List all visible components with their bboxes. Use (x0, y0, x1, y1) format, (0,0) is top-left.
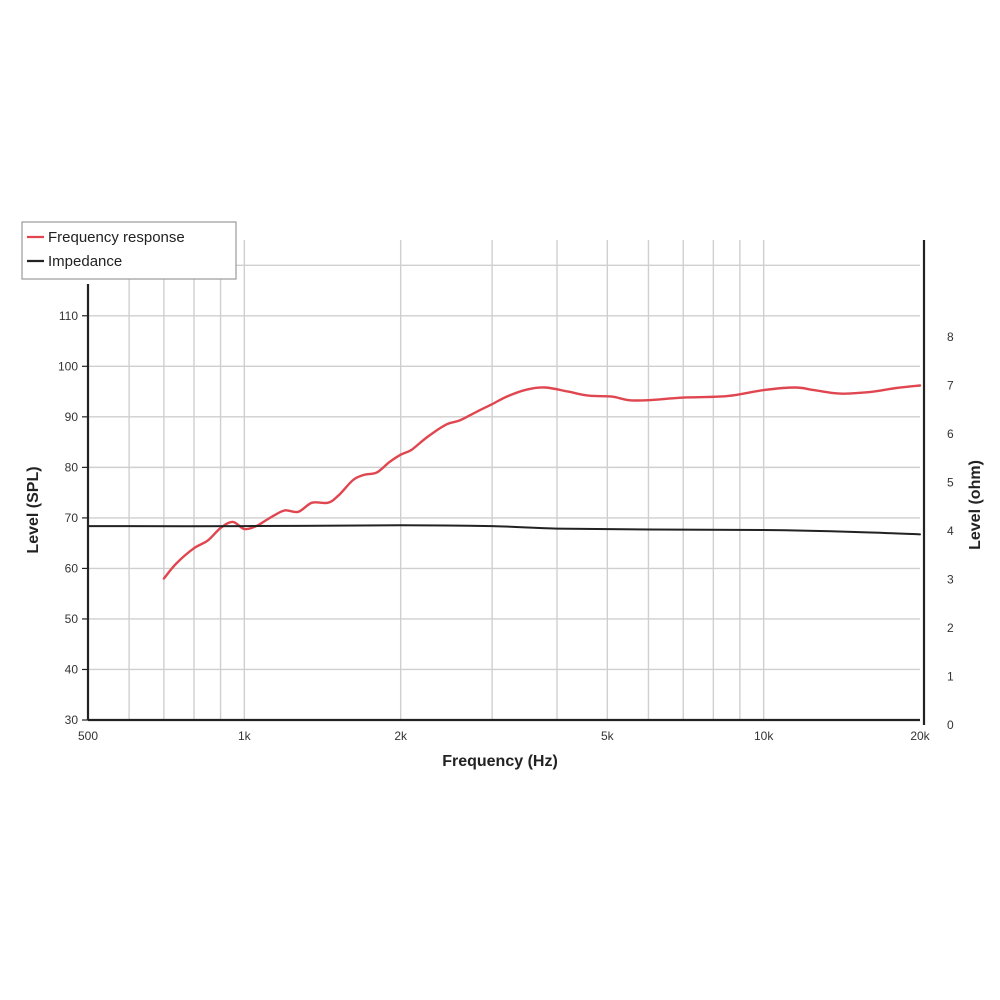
series-lines (87, 384, 922, 580)
y2-tick-label: 0 (947, 718, 954, 732)
tick-labels: 304050607080901001101200123456785001k2k5… (58, 258, 954, 743)
y-tick-label: 100 (58, 359, 78, 373)
y2-axis-title: Level (ohm) (967, 460, 984, 550)
y-tick-label: 60 (65, 561, 79, 575)
x-tick-label: 20k (910, 729, 930, 743)
y2-tick-label: 4 (947, 524, 954, 538)
x-tick-label: 500 (78, 729, 98, 743)
y2-tick-label: 6 (947, 427, 954, 441)
y-tick-label: 30 (65, 713, 79, 727)
legend-label-impedance: Impedance (48, 253, 122, 270)
legend: Frequency response Impedance (21, 221, 237, 280)
x-tick-label: 5k (601, 729, 615, 743)
y-tick-label: 40 (65, 662, 79, 676)
legend-label-frequency-response: Frequency response (48, 229, 185, 246)
grid-lines (88, 240, 920, 720)
y2-tick-label: 5 (947, 476, 954, 490)
x-tick-label: 2k (394, 729, 408, 743)
y2-tick-label: 2 (947, 621, 954, 635)
y-tick-label: 70 (65, 511, 79, 525)
x-tick-label: 1k (238, 729, 252, 743)
y-tick-label: 90 (65, 410, 79, 424)
y2-tick-label: 1 (947, 670, 954, 684)
y2-tick-label: 8 (947, 330, 954, 344)
y2-tick-label: 7 (947, 379, 954, 393)
x-tick-label: 10k (754, 729, 774, 743)
y-tick-label: 110 (59, 309, 78, 323)
y2-tick-label: 3 (947, 573, 954, 587)
y-tick-label: 80 (65, 460, 79, 474)
y-axis-title: Level (SPL) (25, 466, 42, 553)
x-axis-title: Frequency (Hz) (442, 753, 558, 770)
legend-box (21, 221, 237, 280)
y-tick-label: 50 (65, 612, 79, 626)
impedance-line (87, 524, 921, 536)
